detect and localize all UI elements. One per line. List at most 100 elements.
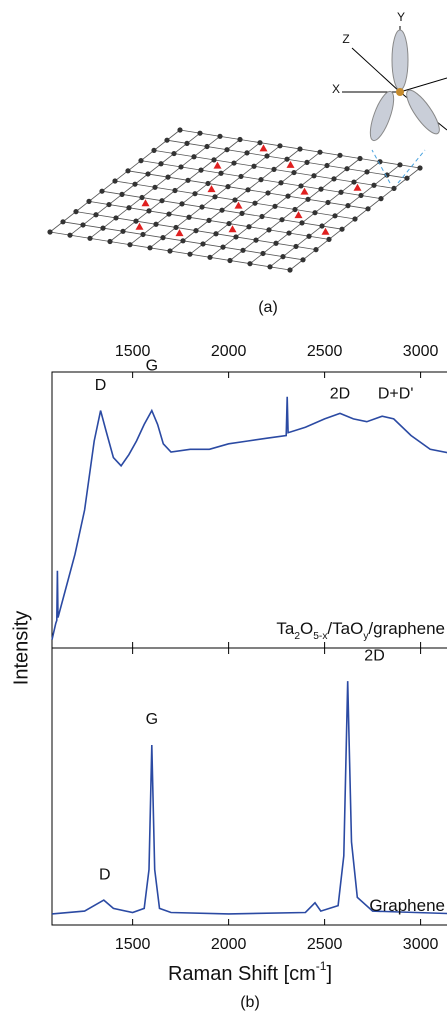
lattice-atom xyxy=(86,198,92,204)
lattice-atom xyxy=(99,188,105,194)
lattice-atom xyxy=(344,166,350,172)
guide-dash xyxy=(371,149,391,184)
lattice-atom xyxy=(180,238,186,244)
lattice-atom xyxy=(218,170,224,176)
lattice-atom xyxy=(47,229,53,235)
spectrum-line xyxy=(51,681,447,915)
peak-label: D+D' xyxy=(378,385,414,402)
lattice-atom xyxy=(198,167,204,173)
text-part: O xyxy=(300,619,313,638)
lattice-atom xyxy=(146,208,152,214)
lattice-atom xyxy=(145,171,151,177)
text-part: Raman Shift [cm xyxy=(168,963,316,985)
caption-b: (b) xyxy=(240,994,260,1011)
lattice-atom xyxy=(233,234,239,240)
lattice-atom xyxy=(300,257,306,263)
x-tick-label: 2000 xyxy=(211,936,247,953)
lattice-atom xyxy=(126,205,132,211)
text-part: Ta xyxy=(276,619,295,638)
lattice-atom xyxy=(60,219,66,225)
lattice-atom xyxy=(357,155,363,162)
peak-label: D xyxy=(99,866,111,883)
lattice-atom xyxy=(100,225,106,231)
lattice-atom xyxy=(285,193,291,199)
lattice-atom xyxy=(352,216,358,222)
lattice-atom xyxy=(165,174,171,180)
lattice-atom xyxy=(158,161,164,167)
lattice-atom xyxy=(318,186,324,192)
lattice-atom xyxy=(325,199,331,206)
lattice-atom xyxy=(339,226,345,232)
lattice-atom xyxy=(179,201,185,207)
lattice-atom xyxy=(125,168,131,174)
lattice-atom xyxy=(239,210,245,216)
lattice-atom xyxy=(217,133,223,139)
defect-site xyxy=(141,199,150,207)
defect-site xyxy=(234,201,243,209)
lattice-atom xyxy=(227,257,233,264)
lattice-atom xyxy=(205,180,211,187)
x-tick-label: 1500 xyxy=(115,343,151,360)
lattice-atom xyxy=(232,197,238,203)
lattice-atom xyxy=(87,235,93,241)
lattice-atom xyxy=(265,190,271,196)
lattice-atom xyxy=(345,203,351,209)
lattice-atom xyxy=(287,267,293,273)
illustration xyxy=(47,26,447,273)
lattice-atom xyxy=(365,206,371,212)
text-part: /TaO xyxy=(327,619,363,638)
peak-label: 2D xyxy=(364,648,384,665)
lattice-atom xyxy=(119,191,125,197)
lattice-atom xyxy=(337,152,343,158)
lattice-atom xyxy=(120,228,126,234)
x-tick-label: 2500 xyxy=(307,936,343,953)
axis-arrow xyxy=(351,47,401,93)
lattice-atom xyxy=(397,162,403,168)
lattice-atom xyxy=(317,149,323,155)
lattice-atom xyxy=(279,217,285,223)
lattice-atom xyxy=(132,181,138,187)
orbital-lobe xyxy=(406,89,440,135)
lattice-atom xyxy=(80,222,86,228)
lattice-atom xyxy=(177,127,183,133)
x-tick-label: 2500 xyxy=(307,343,343,360)
defect-site xyxy=(175,229,184,237)
lattice-atom xyxy=(305,196,311,202)
lattice-atom xyxy=(127,242,133,248)
lattice-atom xyxy=(324,162,330,169)
axis-y-label: Y xyxy=(397,10,405,24)
lattice-atom xyxy=(326,236,332,242)
lattice-atom xyxy=(304,159,310,165)
axis-z-label: Z xyxy=(342,32,349,46)
lattice-atom xyxy=(160,235,166,241)
lattice-atom xyxy=(192,191,198,197)
lattice-atom xyxy=(240,247,246,253)
lattice-atom xyxy=(280,254,286,260)
lattice-atom xyxy=(166,211,172,217)
lattice-atom xyxy=(133,218,139,224)
lattice-atom xyxy=(391,185,397,191)
lattice-atom xyxy=(271,166,277,172)
lattice-atom xyxy=(252,200,258,206)
defect-site xyxy=(286,160,295,168)
lattice-atom xyxy=(364,169,370,175)
text-part: Graphene xyxy=(369,896,445,915)
lattice-atom xyxy=(284,156,290,162)
defect-site xyxy=(353,183,362,191)
defect-site xyxy=(213,161,222,169)
axis-x-label: X xyxy=(332,82,340,96)
x-tick-label: 3000 xyxy=(403,343,439,360)
lattice-atom xyxy=(306,233,312,239)
lattice-atom xyxy=(293,243,299,250)
peak-label: 2D xyxy=(330,385,350,402)
text-part: 2 xyxy=(294,631,300,642)
plot-frame xyxy=(51,371,447,649)
spectrum-line xyxy=(51,396,447,640)
lattice-atom xyxy=(266,227,272,233)
lattice-atom xyxy=(291,169,297,176)
lattice-atom xyxy=(226,220,232,227)
lattice-atom xyxy=(219,207,225,213)
lattice-atom xyxy=(378,196,384,202)
lattice-atom xyxy=(331,176,337,182)
